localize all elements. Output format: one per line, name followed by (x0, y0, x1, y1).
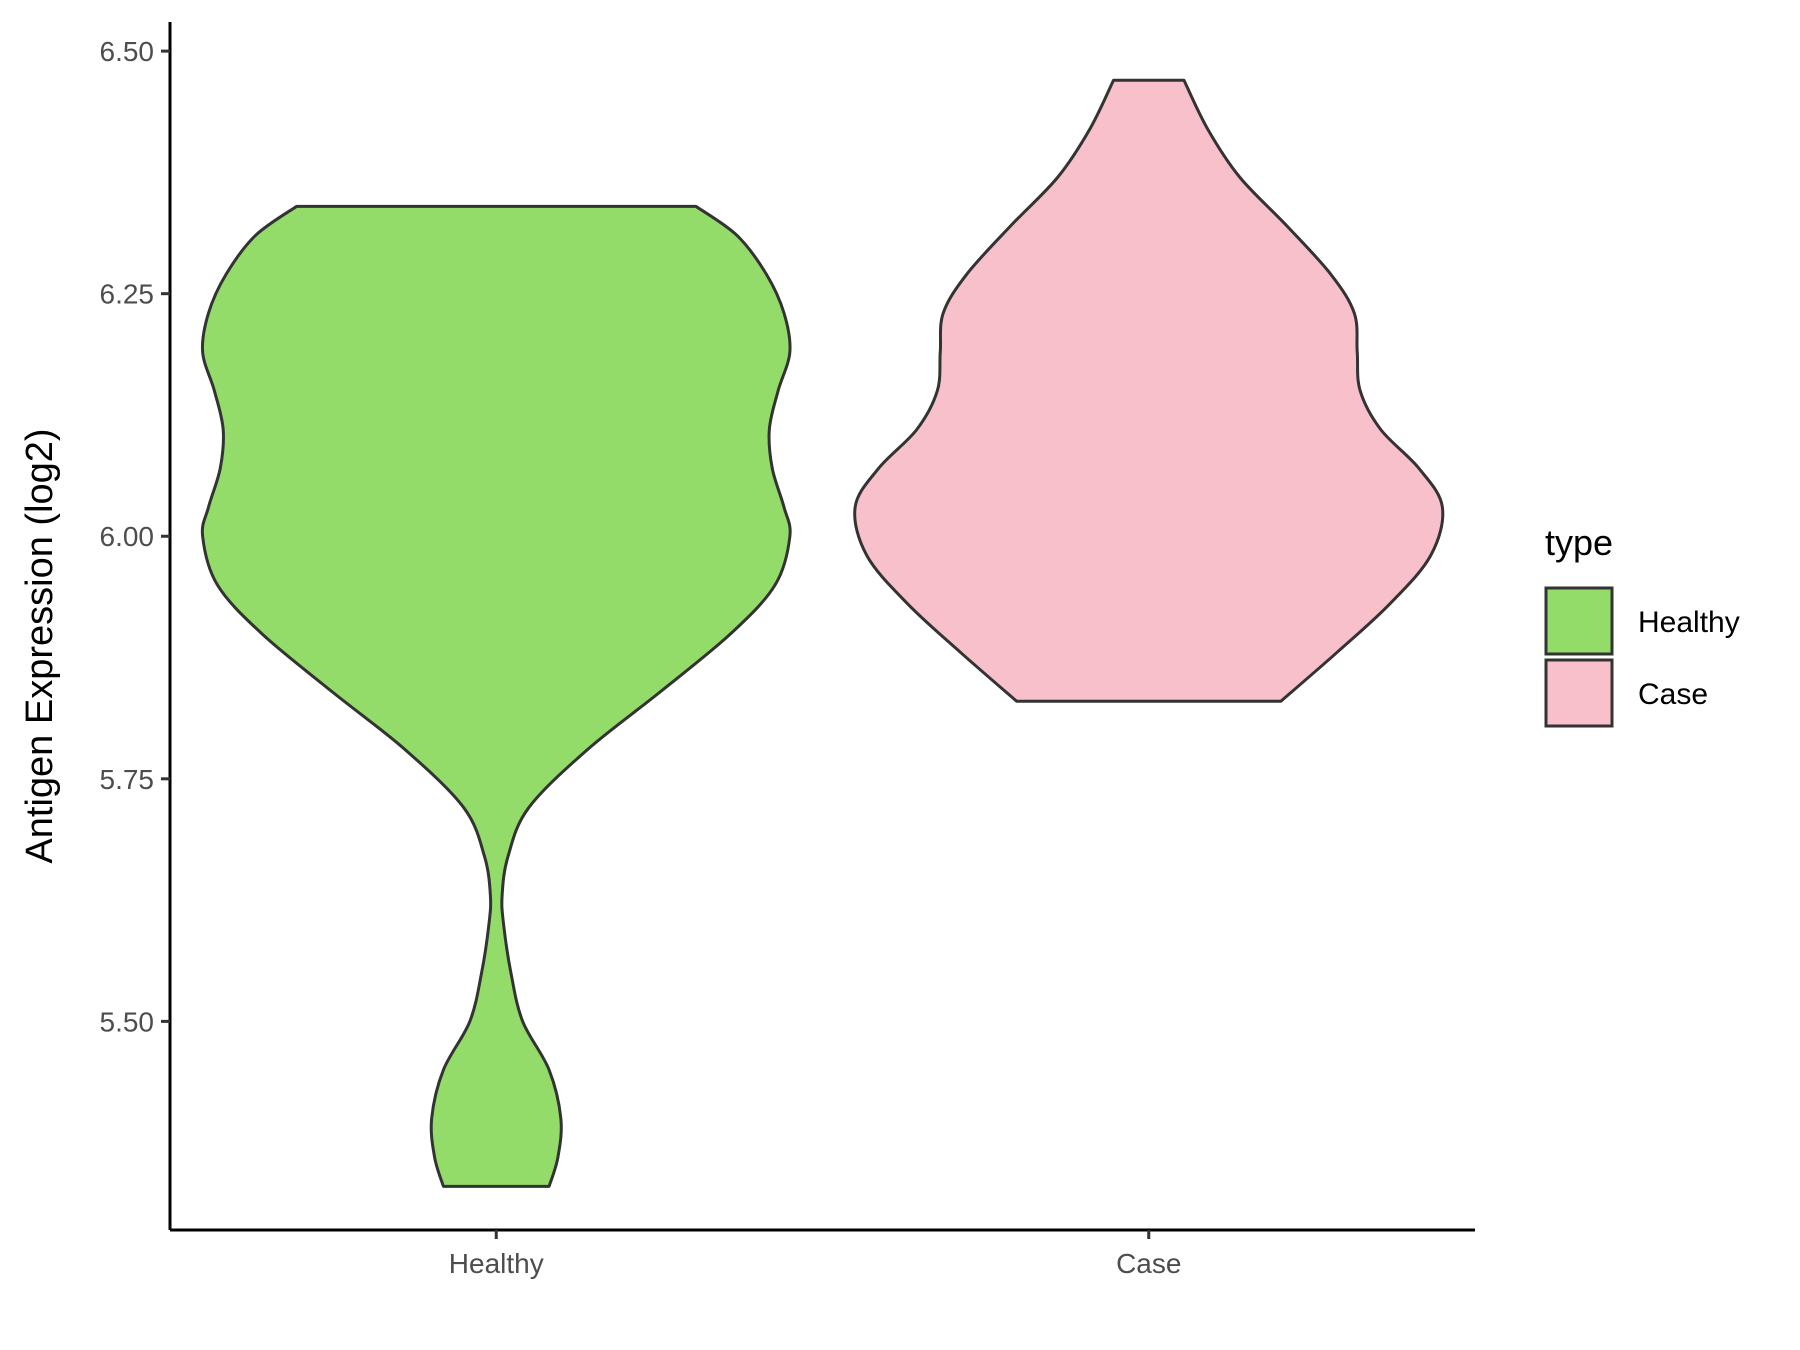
violin-layer (200, 78, 1445, 1188)
legend: type Healthy Case (1544, 522, 1740, 728)
x-ticks: Healthy Case (449, 1230, 1181, 1279)
y-tick-label: 6.25 (100, 279, 155, 310)
violin-case (853, 78, 1445, 703)
legend-key-healthy (1544, 586, 1614, 656)
y-tick-label: 5.75 (100, 764, 155, 795)
legend-title: type (1545, 522, 1613, 563)
y-axis-title: Antigen Expression (log2) (19, 428, 61, 863)
x-tick-label: Case (1116, 1248, 1181, 1279)
y-tick-label: 5.50 (100, 1006, 155, 1037)
x-tick-label: Healthy (449, 1248, 544, 1279)
y-ticks: 5.50 5.75 6.00 6.25 6.50 (100, 36, 170, 1037)
y-tick-label: 6.50 (100, 36, 155, 67)
axes (168, 22, 1475, 1232)
legend-label: Case (1638, 678, 1708, 711)
y-tick-label: 6.00 (100, 521, 155, 552)
legend-label: Healthy (1638, 606, 1740, 639)
legend-key-case (1544, 658, 1614, 728)
violin-healthy (200, 204, 792, 1188)
